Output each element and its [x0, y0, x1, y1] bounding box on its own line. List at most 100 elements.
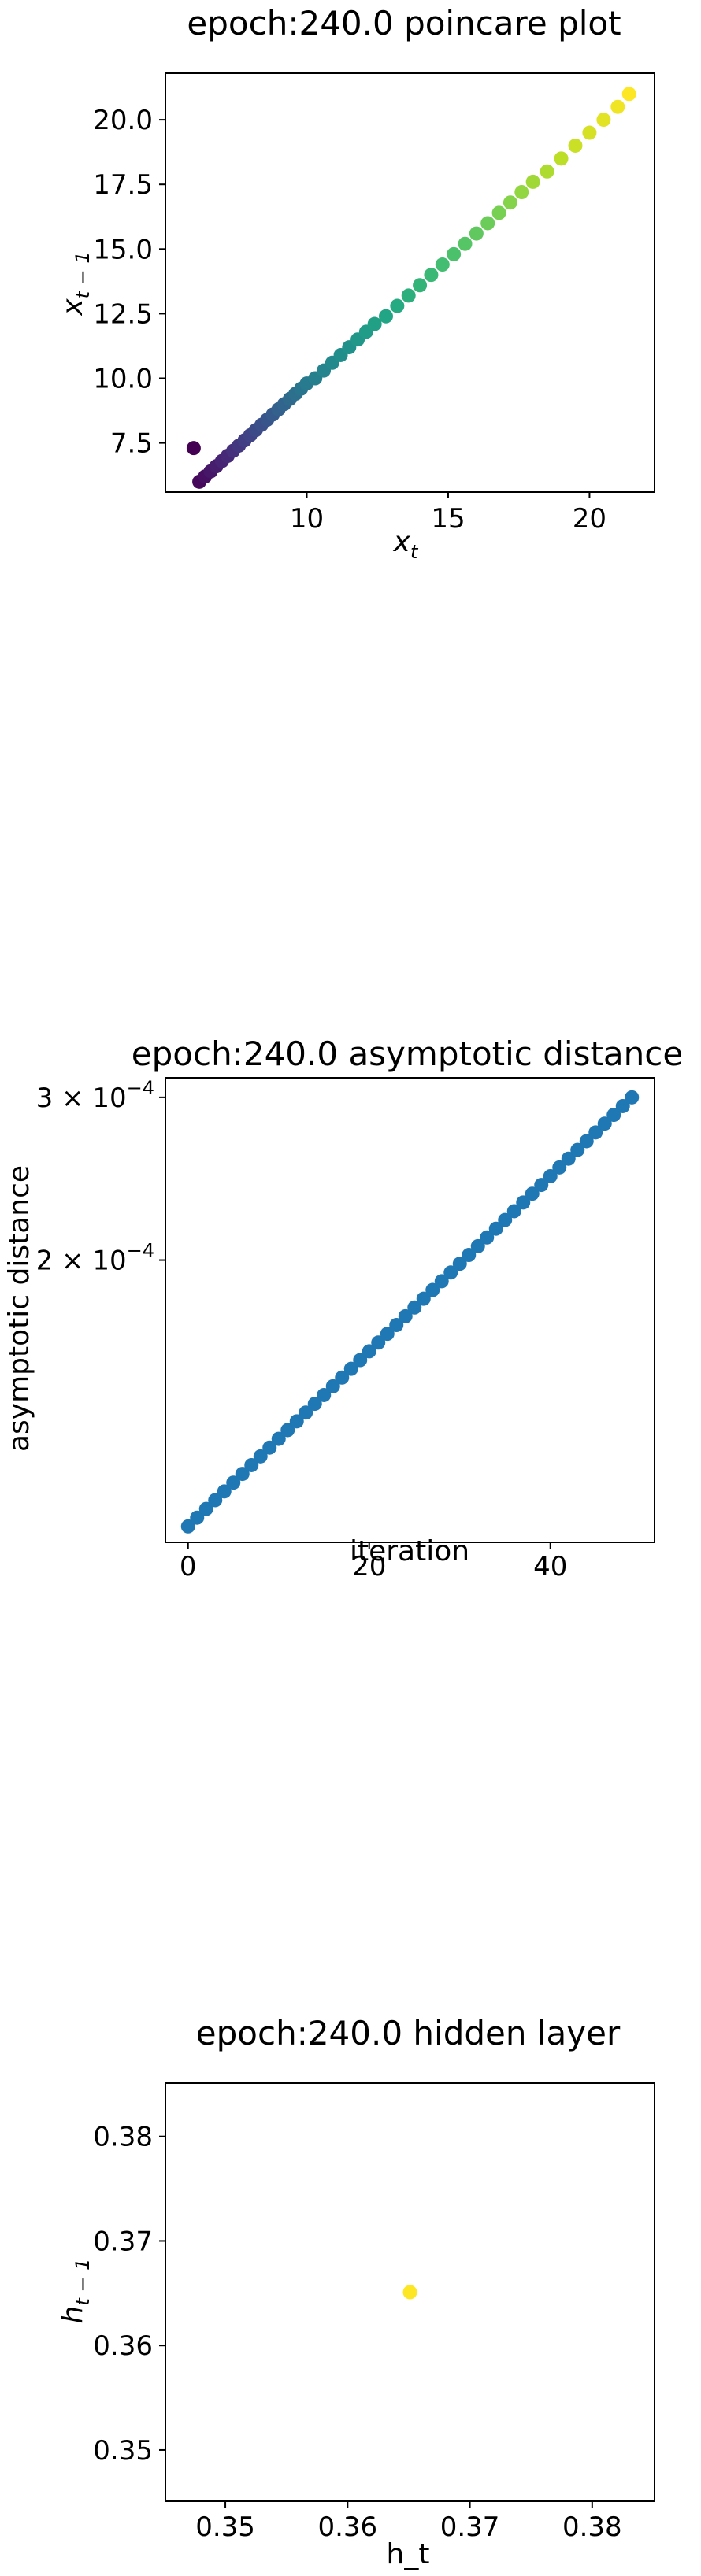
poincare-point: [540, 164, 554, 179]
asymptotic-point: [271, 1431, 286, 1446]
hidden-layer-points: [402, 2285, 417, 2300]
asymptotic-point: [190, 1510, 205, 1525]
asymptotic-point: [534, 1178, 549, 1193]
asymptotic-point: [325, 1379, 340, 1393]
asymptotic-point: [597, 1116, 612, 1131]
asymptotic-point: [362, 1344, 376, 1359]
asymptotic-point: [579, 1134, 594, 1149]
asymptotic-point: [552, 1160, 567, 1175]
hidden-layer-ytick-label: 0.36: [93, 2330, 153, 2362]
asymptotic-ytick-label: 2 × 10−4: [36, 1240, 154, 1277]
hidden-layer-xtick-label: 0.37: [440, 2511, 500, 2543]
asymptotic-point: [317, 1387, 332, 1402]
asymptotic-ytick-label: 3 × 10−4: [36, 1077, 154, 1114]
hidden-layer-ticks: 0.35 0.36 0.37 0.38 0.35 0.36 0.37 0.38: [93, 2122, 621, 2543]
asymptotic-point: [470, 1238, 485, 1253]
poincare-xtick-label: 15: [431, 503, 465, 535]
hidden-layer-chart: epoch:240.0 hidden layer 0.35 0.36 0.37 0.3…: [57, 2014, 655, 2570]
asymptotic-point: [343, 1361, 358, 1376]
poincare-ytick-label: 10.0: [93, 364, 153, 395]
hidden-layer-ytick-label: 0.38: [93, 2122, 153, 2153]
asymptotic-point: [335, 1370, 350, 1385]
poincare-ytick-label: 20.0: [93, 105, 153, 136]
asymptotic-point: [217, 1484, 232, 1499]
poincare-ytick-label: 17.5: [93, 169, 153, 201]
asymptotic-point: [389, 1318, 404, 1333]
asymptotic-title: epoch:240.0 asymptotic distance: [132, 1034, 683, 1073]
asymptotic-point: [299, 1405, 313, 1420]
poincare-point: [367, 316, 382, 331]
asymptotic-point: [462, 1248, 477, 1263]
poincare-point: [480, 216, 495, 231]
poincare-xtick-label: 10: [290, 503, 324, 535]
asymptotic-points: [180, 1090, 640, 1534]
asymptotic-point: [289, 1414, 304, 1429]
asymptotic-point: [280, 1423, 295, 1438]
asymptotic-point: [353, 1353, 368, 1368]
asymptotic-point: [380, 1327, 395, 1342]
poincare-point: [447, 246, 462, 261]
asymptotic-point: [226, 1475, 241, 1490]
hidden-layer-ytick-label: 0.37: [93, 2226, 153, 2257]
poincare-chart: epoch:240.0 poincare plot 10 15 207.510.01…: [57, 4, 655, 563]
asymptotic-point: [244, 1457, 259, 1472]
asymptotic-point: [480, 1230, 495, 1245]
asymptotic-ticks: 0 20 40 2 × 10−4 3 × 10−4: [36, 1077, 568, 1582]
asymptotic-point: [443, 1265, 458, 1280]
hidden-layer-ytick-label: 0.35: [93, 2435, 153, 2467]
asymptotic-xtick-label: 0: [180, 1551, 197, 1582]
poincare-point: [596, 113, 611, 128]
poincare-xtick-label: 20: [573, 503, 606, 535]
asymptotic-point: [398, 1308, 413, 1323]
poincare-point: [390, 298, 405, 313]
asymptotic-chart: epoch:240.0 asymptotic distance 0 20 40 2 ×…: [3, 1034, 683, 1582]
poincare-point: [186, 441, 201, 456]
asymptotic-point: [506, 1204, 521, 1219]
asymptotic-point: [307, 1397, 322, 1412]
poincare-points: [186, 87, 636, 489]
asymptotic-xtick-label: 40: [533, 1551, 567, 1582]
poincare-point: [568, 138, 583, 153]
asymptotic-point: [407, 1300, 422, 1315]
asymptotic-xtick-label: 20: [352, 1551, 386, 1582]
poincare-point: [469, 226, 484, 241]
asymptotic-point: [615, 1098, 630, 1113]
poincare-point: [435, 257, 450, 272]
asymptotic-point: [208, 1493, 223, 1508]
asymptotic-point: [498, 1212, 513, 1227]
poincare-point: [424, 268, 439, 283]
asymptotic-point: [253, 1449, 268, 1464]
asymptotic-point: [606, 1108, 621, 1123]
asymptotic-point: [262, 1440, 277, 1455]
asymptotic-point: [235, 1467, 250, 1482]
poincare-point: [525, 174, 540, 189]
asymptotic-point: [588, 1125, 603, 1140]
poincare-point: [401, 288, 416, 303]
hidden-layer-ylabel: ht − 1: [57, 2259, 94, 2324]
hidden-layer-xtick-label: 0.35: [195, 2511, 255, 2543]
asymptotic-point: [371, 1335, 386, 1350]
poincare-point: [582, 125, 597, 140]
poincare-ytick-label: 15.0: [93, 234, 153, 265]
poincare-point: [413, 278, 428, 293]
poincare-ticks: 10 15 20 7.5 10.0 12.5 15.0 17.5 20.0: [93, 105, 606, 535]
poincare-point: [378, 309, 393, 324]
asymptotic-point: [198, 1501, 213, 1516]
asymptotic-point: [543, 1168, 558, 1183]
hidden-layer-point: [402, 2285, 417, 2300]
poincare-point: [610, 99, 625, 114]
asymptotic-point: [488, 1221, 503, 1236]
asymptotic-point: [452, 1257, 467, 1271]
asymptotic-point: [561, 1151, 576, 1166]
asymptotic-point: [416, 1291, 431, 1306]
poincare-point: [503, 195, 517, 210]
poincare-axes-frame: [165, 72, 655, 493]
asymptotic-point: [180, 1519, 195, 1534]
poincare-xlabel: xt: [393, 526, 419, 563]
poincare-ytick-label: 7.5: [110, 428, 153, 460]
hidden-layer-xtick-label: 0.36: [317, 2511, 377, 2543]
hidden-layer-axes-frame: [165, 2082, 655, 2502]
hidden-layer-title: epoch:240.0 hidden layer: [196, 2014, 621, 2052]
